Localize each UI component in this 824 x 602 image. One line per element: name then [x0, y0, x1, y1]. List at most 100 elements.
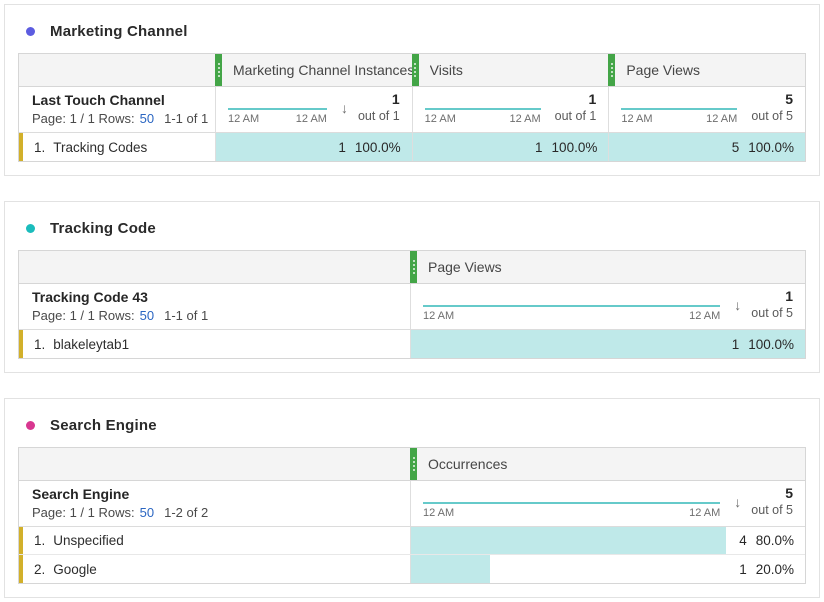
row-dimension-cell[interactable]: 1. Tracking Codes: [19, 133, 215, 161]
rows-per-page-link[interactable]: 50: [139, 111, 155, 126]
metric-bar: [411, 527, 727, 554]
rows-per-page-link[interactable]: 50: [139, 505, 155, 520]
metric-value: 1: [338, 139, 346, 155]
pager-prefix: Page: 1 / 1 Rows:: [32, 111, 135, 126]
column-drag-handle[interactable]: [411, 54, 419, 86]
table-row[interactable]: 1. blakeleytab1 1 100.0%: [19, 330, 805, 358]
spark-start-label: 12 AM: [621, 113, 653, 125]
column-header-page-views[interactable]: Page Views: [410, 251, 805, 283]
column-drag-handle[interactable]: [410, 251, 417, 283]
sparkline-line: [423, 502, 721, 504]
row-item-label: blakeleytab1: [53, 336, 130, 352]
metric-out-of: out of 5: [751, 108, 794, 123]
metric-summary-visits: 12 AM 12 AM 1 out of 1: [411, 87, 609, 132]
column-drag-handle[interactable]: [410, 448, 417, 480]
row-color-marker: [19, 133, 23, 161]
panel-title: Marketing Channel: [50, 23, 188, 40]
column-drag-handle[interactable]: [215, 54, 222, 86]
row-item-label: Tracking Codes: [53, 139, 148, 155]
column-header-page-views[interactable]: Page Views: [608, 54, 805, 86]
sparkline-axis-labels: 12 AM 12 AM: [425, 113, 541, 125]
metric-cell[interactable]: 1 100.0%: [410, 330, 805, 358]
dimension-name: Search Engine: [32, 486, 130, 502]
dimension-header: Search Engine Page: 1 / 1 Rows: 50 1-2 of …: [19, 481, 410, 526]
rows-per-page-link[interactable]: 50: [139, 308, 155, 323]
dimension-name: Tracking Code 43: [32, 289, 148, 305]
row-color-marker: [19, 527, 23, 554]
sparkline-line: [424, 108, 541, 110]
metric-percent: 100.0%: [354, 139, 401, 155]
metric-cell[interactable]: 4 80.0%: [410, 527, 805, 554]
panel-color-dot: [26, 27, 35, 36]
column-header-occurrences[interactable]: Occurrences: [410, 448, 805, 480]
metric-total: 5: [785, 90, 794, 107]
metric-out-of: out of 1: [554, 108, 597, 123]
metric-cell[interactable]: 1 100.0%: [215, 133, 412, 161]
metric-bar: [411, 330, 805, 358]
metric-cell[interactable]: 1 100.0%: [411, 133, 609, 161]
pager-prefix: Page: 1 / 1 Rows:: [32, 505, 135, 520]
column-label: Page Views: [428, 259, 502, 275]
sparkline: 12 AM 12 AM: [621, 108, 738, 125]
metric-cell[interactable]: 1 20.0%: [410, 555, 805, 583]
table-row[interactable]: 2. Google 1 20.0%: [19, 555, 805, 583]
metric-header-row: Occurrences: [19, 448, 805, 481]
panel-title: Search Engine: [50, 417, 157, 434]
panel-title: Tracking Code: [50, 220, 156, 237]
metric-total-block: 1 out of 5: [751, 287, 793, 322]
row-range: 1-1 of 1: [164, 308, 209, 323]
dimension-header-spacer: [19, 251, 410, 283]
spark-start-label: 12 AM: [423, 507, 455, 519]
sparkline: 12 AM 12 AM: [423, 305, 721, 322]
dimension-header: Tracking Code 43 Page: 1 / 1 Rows: 50 1-1 …: [19, 284, 410, 329]
sort-descending-icon[interactable]: ↓: [340, 100, 348, 116]
sort-descending-icon[interactable]: ↓: [734, 494, 742, 510]
spark-end-label: 12 AM: [295, 113, 327, 125]
table-row[interactable]: 1. Unspecified 4 80.0%: [19, 527, 805, 555]
dimension-name: Last Touch Channel: [32, 92, 165, 108]
metric-percent: 80.0%: [755, 533, 794, 548]
spark-end-label: 12 AM: [689, 507, 721, 519]
metric-total: 5: [785, 484, 793, 501]
spark-end-label: 12 AM: [509, 113, 541, 125]
metric-out-of: out of 5: [751, 502, 793, 517]
panel-color-dot: [26, 224, 35, 233]
panel-color-dot: [26, 421, 35, 430]
column-drag-handle[interactable]: [608, 54, 616, 86]
column-header-visits[interactable]: Visits: [411, 54, 609, 86]
metric-value: 1: [535, 139, 543, 155]
spark-end-label: 12 AM: [689, 310, 721, 322]
metric-percent: 100.0%: [748, 336, 794, 352]
metric-header-row: Page Views: [19, 251, 805, 284]
metric-cell[interactable]: 5 100.0%: [608, 133, 806, 161]
row-rank: 1.: [34, 533, 46, 548]
dimension-header: Last Touch Channel Page: 1 / 1 Rows: 50 1-…: [19, 87, 215, 132]
dimension-header-row: Tracking Code 43 Page: 1 / 1 Rows: 50 1-1 …: [19, 284, 805, 330]
metric-value: 1: [739, 561, 747, 577]
pagination: Page: 1 / 1 Rows: 50 1-2 of 2: [32, 505, 400, 520]
pagination: Page: 1 / 1 Rows: 50 1-1 of 1: [32, 308, 400, 323]
table-row[interactable]: 1. Tracking Codes 1 100.0% 1 100.0%: [19, 133, 806, 161]
sparkline: 12 AM 12 AM: [423, 502, 721, 519]
column-header-marketing-channel-instances[interactable]: Marketing Channel Instances: [215, 54, 412, 86]
sort-descending-icon[interactable]: ↓: [734, 297, 742, 313]
metric-header-row: Marketing Channel Instances Visits Page …: [19, 54, 805, 87]
sparkline-axis-labels: 12 AM 12 AM: [423, 507, 720, 519]
row-range: 1-2 of 2: [164, 505, 209, 520]
spark-start-label: 12 AM: [423, 310, 455, 322]
metric-summary-occurrences: 12 AM 12 AM ↓ 5 out of 5: [410, 481, 805, 526]
metric-total-block: 1 out of 1: [555, 90, 597, 125]
metric-total: 1: [588, 90, 597, 107]
freeform-table: Page Views Tracking Code 43 Page: 1 / 1 …: [18, 250, 806, 359]
row-item-label: Google: [53, 561, 97, 577]
metric-bar: [412, 133, 609, 161]
row-dimension-cell[interactable]: 1. Unspecified: [19, 527, 410, 554]
row-rank: 1.: [34, 139, 46, 155]
dimension-header-spacer: [19, 54, 215, 86]
metric-out-of: out of 1: [357, 108, 400, 123]
metric-summary-page-views: 12 AM 12 AM 5 out of 5: [608, 87, 805, 132]
row-dimension-cell[interactable]: 1. blakeleytab1: [19, 330, 410, 358]
row-dimension-cell[interactable]: 2. Google: [19, 555, 410, 583]
metric-percent: 100.0%: [551, 139, 598, 155]
metric-total-block: 5 out of 5: [751, 484, 793, 519]
